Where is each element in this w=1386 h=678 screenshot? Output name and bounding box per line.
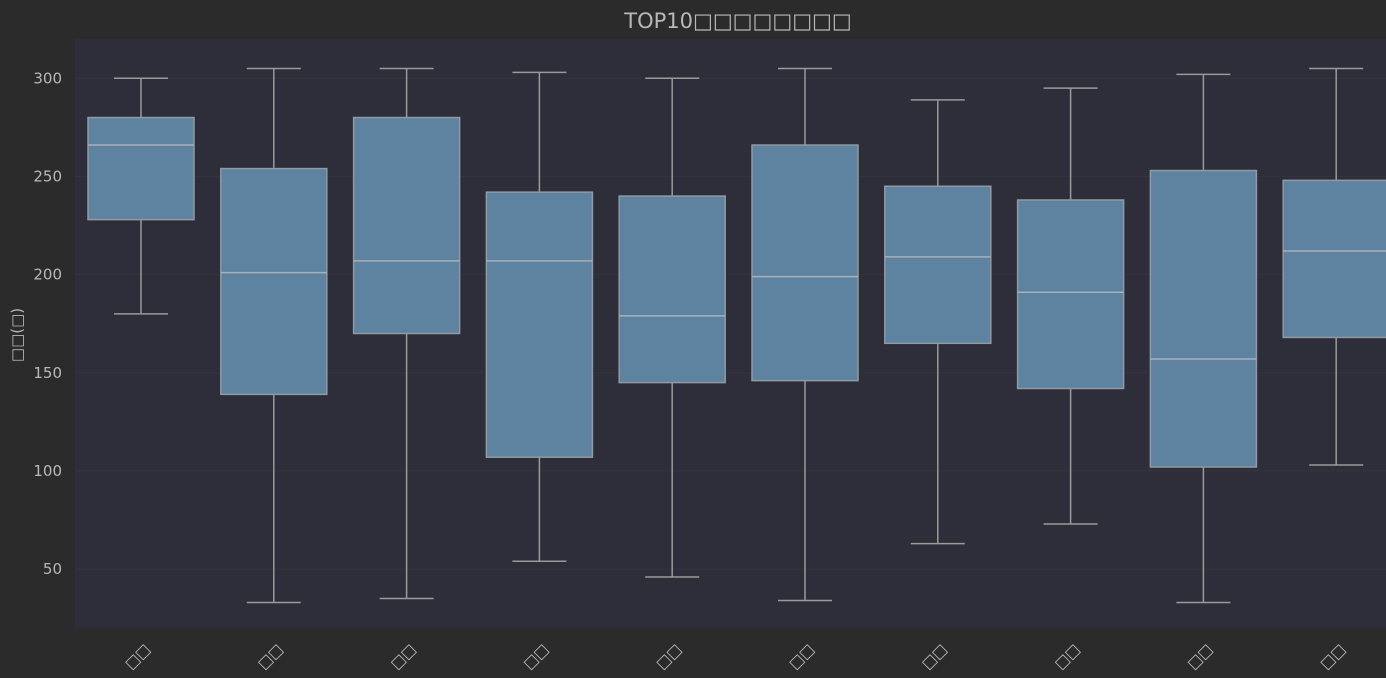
iqr-box-10 — [1282, 179, 1386, 339]
y-tick-label-250: 250 — [33, 167, 62, 185]
y-axis: 50 100 150 200 250 300 — [33, 69, 62, 578]
y-tick-label-200: 200 — [33, 266, 62, 284]
box-8 — [1016, 87, 1125, 525]
boxes-layer — [87, 67, 1386, 604]
iqr-box-3 — [352, 116, 461, 335]
box-2 — [220, 67, 328, 604]
y-tick-label-300: 300 — [33, 69, 62, 87]
iqr-box-1 — [87, 116, 195, 221]
iqr-box-8 — [1016, 199, 1125, 390]
box-9 — [1149, 73, 1258, 604]
box-6 — [751, 67, 859, 602]
box-1 — [87, 77, 195, 315]
x-axis-label: □□ — [724, 674, 752, 678]
chart-title: TOP10□□□□□□□□ — [623, 9, 851, 33]
y-tick-label-150: 150 — [33, 364, 62, 382]
box-5 — [618, 77, 726, 578]
iqr-box-4 — [485, 191, 594, 458]
box-10 — [1282, 67, 1386, 466]
iqr-box-5 — [618, 195, 726, 384]
y-tick-label-100: 100 — [33, 462, 62, 480]
iqr-box-6 — [751, 144, 859, 382]
box-3 — [352, 67, 461, 600]
iqr-box-2 — [220, 167, 328, 396]
iqr-box-9 — [1149, 169, 1258, 468]
y-tick-label-50: 50 — [43, 560, 62, 578]
iqr-box-7 — [884, 185, 992, 345]
box-7 — [884, 99, 992, 545]
y-axis-label: □□(□) — [8, 308, 26, 362]
box-4 — [485, 71, 594, 562]
